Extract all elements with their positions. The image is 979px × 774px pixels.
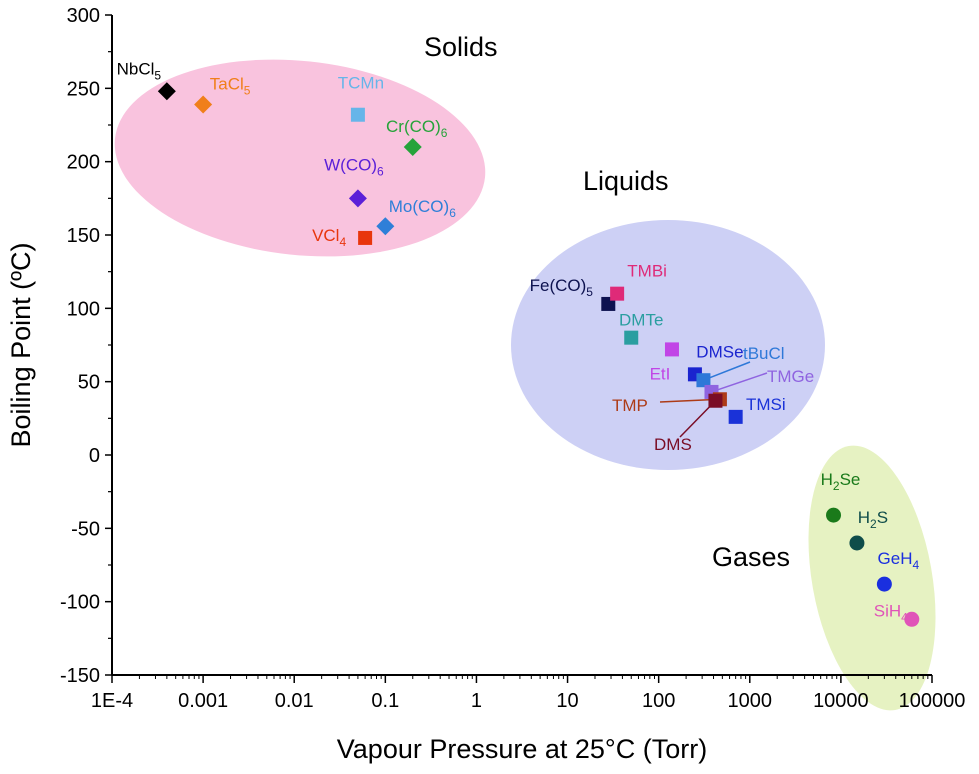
x-tick-label: 10000 [813, 690, 869, 712]
label-geh4: GeH4 [878, 549, 920, 572]
x-tick-label: 0.01 [275, 690, 314, 712]
marker-h2s [849, 535, 865, 551]
label-h2s: H2S [858, 508, 888, 531]
group-ellipses [114, 59, 936, 711]
marker-mo-co-6 [376, 217, 395, 236]
y-tick-label: 150 [67, 225, 100, 247]
marker-sih4 [904, 611, 920, 627]
y-axis-title: Boiling Point (ºC) [6, 243, 36, 448]
marker-tmbi [610, 286, 625, 301]
marker-tcmn [350, 107, 365, 122]
label-w-co-6: W(CO)6 [324, 155, 384, 178]
marker-h2se [826, 507, 842, 523]
marker-tbucl [696, 373, 711, 388]
y-tick-label: 200 [67, 152, 100, 174]
leader-line [711, 372, 768, 393]
marker-eti [664, 342, 679, 357]
x-tick-label: 100 [642, 690, 675, 712]
marker-w-co-6 [348, 189, 367, 208]
label-nbcl5: NbCl5 [117, 59, 162, 82]
x-tick-label: 1 [471, 690, 482, 712]
marker-dmte [624, 330, 639, 345]
marker-dms [708, 393, 723, 408]
y-tick-label: 250 [67, 78, 100, 100]
x-axis-title: Vapour Pressure at 25°C (Torr) [337, 734, 707, 764]
y-tick-label: -100 [60, 592, 100, 614]
label-dmse: DMSe [696, 342, 743, 361]
label-tmge: TMGe [767, 367, 814, 386]
label-tbucl: tBuCl [743, 344, 785, 363]
marker-geh4 [876, 576, 892, 592]
y-tick-label: -150 [60, 665, 100, 687]
label-dmte: DMTe [619, 311, 663, 330]
x-tick-label: 10 [556, 690, 578, 712]
marker-vcl4 [358, 230, 373, 245]
label-eti: EtI [650, 364, 671, 383]
marker-tmsi [728, 409, 743, 424]
data-labels: Solids Liquids Gases NbCl5 TaCl5 TCMn Cr(CO)6W… [117, 32, 920, 624]
group-label-solids: Solids [424, 32, 498, 62]
label-tmp: TMP [612, 396, 648, 415]
marker-cr-co-6 [403, 138, 422, 156]
label-tmbi: TMBi [627, 262, 667, 281]
group-label-gases: Gases [712, 542, 790, 572]
label-dms: DMS [654, 435, 692, 454]
marker-tacl5 [194, 95, 213, 114]
label-h2se: H2Se [821, 470, 861, 493]
y-tick-label: 300 [67, 5, 100, 27]
x-tick-label: 1E-4 [91, 690, 133, 712]
y-tick-label: 100 [67, 298, 100, 320]
group-ellipse-solids [114, 59, 486, 257]
group-ellipse-gases [808, 445, 936, 711]
x-tick-label: 0.1 [371, 690, 399, 712]
x-tick-label: 0.001 [178, 690, 228, 712]
y-tick-label: 0 [89, 445, 100, 467]
y-tick-label: -50 [71, 518, 100, 540]
group-label-liquids: Liquids [583, 166, 669, 196]
label-cr-co-6: Cr(CO)6 [386, 117, 448, 140]
label-fe-co-5: Fe(CO)5 [530, 276, 594, 299]
data-markers [157, 82, 920, 627]
axes: -150 -100 -50 0 50 100 150 200 250 300 1E-4 0.001 0.… [60, 5, 965, 712]
label-tcmn: TCMn [338, 74, 384, 93]
label-mo-co-6: Mo(CO)6 [389, 197, 456, 220]
label-tacl5: TaCl5 [210, 74, 251, 97]
marker-nbcl5 [157, 82, 176, 101]
x-tick-label: 1000 [728, 690, 773, 712]
y-tick-label: 50 [78, 372, 100, 394]
label-vcl4: VCl4 [312, 226, 346, 249]
leader-line [703, 361, 751, 381]
label-sih4: SiH4 [874, 601, 908, 624]
label-tmsi: TMSi [746, 395, 786, 414]
x-tick-label: 100000 [899, 690, 966, 712]
